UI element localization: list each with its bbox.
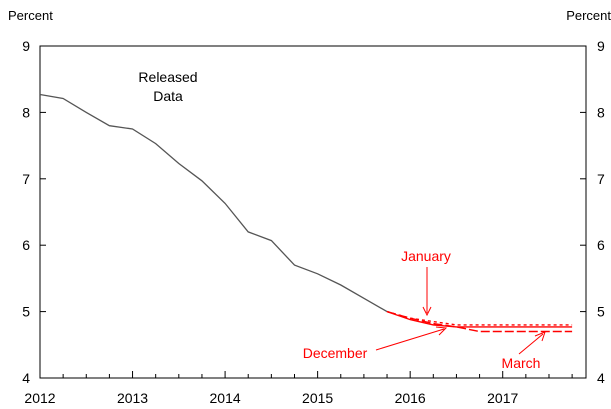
xtick-label: 2015 <box>302 390 333 406</box>
right-unit-label: Percent <box>566 8 611 23</box>
axis-ticks: 4 4 5 5 6 6 7 7 8 8 9 9 2012 2013 2014 2015 2016 2017 <box>22 38 605 406</box>
ytick-label-right: 4 <box>597 370 605 386</box>
xtick-label: 2014 <box>210 390 241 406</box>
december-arrow-head <box>435 326 448 336</box>
annotation-arrows <box>375 267 546 355</box>
ytick-label-left: 6 <box>22 237 30 253</box>
left-unit-label: Percent <box>8 8 53 23</box>
xtick-label: 2013 <box>117 390 148 406</box>
december-arrow <box>375 328 445 351</box>
plot-frame <box>39 45 587 379</box>
series-group <box>39 93 573 333</box>
ytick-label-left: 9 <box>22 38 30 54</box>
january-label: January <box>401 248 451 264</box>
released-data-label-line2: Data <box>153 88 183 104</box>
march-arrow-head <box>534 331 546 342</box>
march-label: March <box>502 355 541 371</box>
series-line-released-data <box>39 93 388 313</box>
ytick-label-left: 5 <box>22 304 30 320</box>
xtick-label: 2012 <box>24 390 55 406</box>
ytick-label-right: 7 <box>597 171 605 187</box>
xtick-label: 2016 <box>395 390 426 406</box>
ytick-label-left: 8 <box>22 104 30 120</box>
ytick-label-right: 6 <box>597 237 605 253</box>
december-label: December <box>303 345 368 361</box>
ytick-label-right: 9 <box>597 38 605 54</box>
xtick-label: 2017 <box>487 390 518 406</box>
series-line-december <box>386 310 573 328</box>
series-line-january <box>386 310 573 326</box>
ytick-label-right: 5 <box>597 304 605 320</box>
ytick-label-left: 4 <box>22 370 30 386</box>
march-arrow <box>518 333 544 355</box>
january-arrow-head <box>422 306 432 317</box>
ytick-label-right: 8 <box>597 104 605 120</box>
series-line-march <box>386 310 573 333</box>
released-data-label-line1: Released <box>138 69 197 85</box>
ytick-label-left: 7 <box>22 171 30 187</box>
